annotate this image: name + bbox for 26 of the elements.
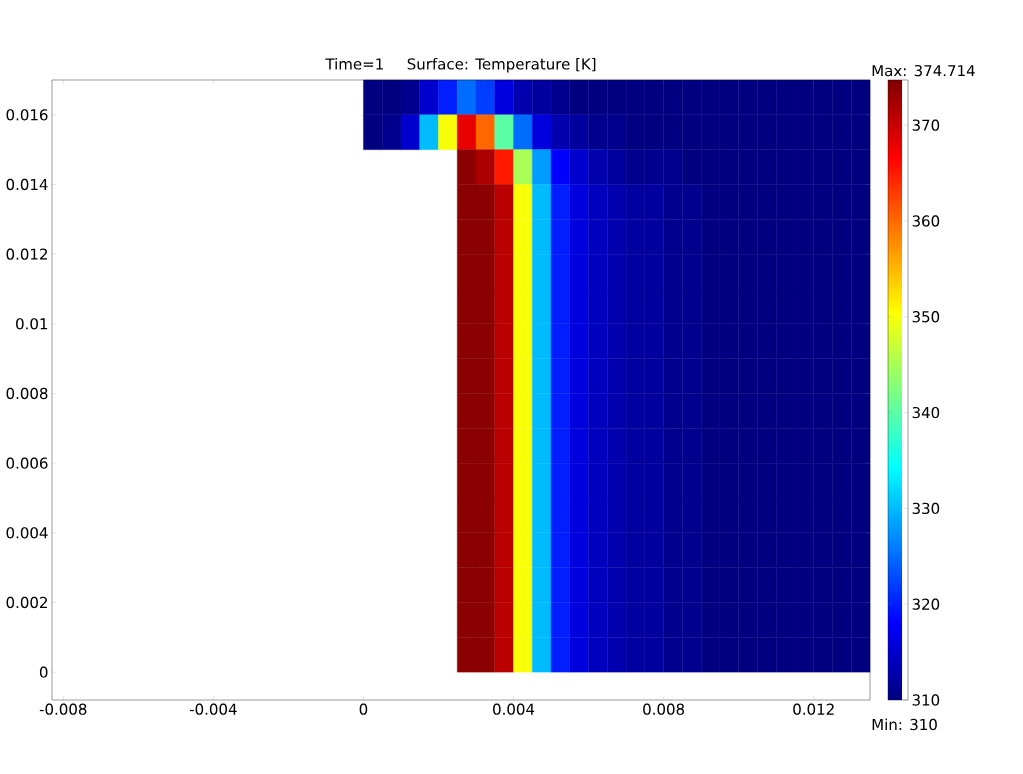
color-bar-label: 320 bbox=[912, 598, 940, 610]
chart-subtitle: Surface: Temperature [K] bbox=[407, 57, 596, 73]
x-tick-label: 0.004 bbox=[493, 703, 535, 715]
color-bar-label: 340 bbox=[912, 406, 940, 419]
y-tick-label: 0.014 bbox=[6, 178, 48, 191]
y-tick-label: 0.006 bbox=[6, 457, 48, 469]
x-tick-label: -0.008 bbox=[39, 703, 87, 715]
y-tick-label: 0.012 bbox=[6, 248, 47, 260]
y-tick-label: 0.004 bbox=[6, 527, 48, 539]
y-tick-label: 0.008 bbox=[6, 387, 48, 400]
text: Min: 310 bbox=[872, 718, 937, 731]
color-bar-label: 360 bbox=[912, 215, 940, 227]
text: Max: 374.714 bbox=[872, 64, 975, 77]
x-tick-label: 0 bbox=[359, 703, 368, 715]
x-tick-label: 0.012 bbox=[793, 703, 834, 715]
x-tick-label: -0.004 bbox=[189, 703, 237, 715]
y-tick-label: 0.01 bbox=[16, 318, 48, 330]
y-tick-label: 0 bbox=[39, 666, 48, 678]
x-tick-label: 0.008 bbox=[643, 703, 685, 715]
color-bar-label: 330 bbox=[912, 502, 940, 515]
color-bar-label: 310 bbox=[912, 694, 940, 706]
chart-title: Time=1 bbox=[325, 57, 383, 70]
y-tick-label: 0.002 bbox=[6, 596, 47, 609]
color-bar-label: 350 bbox=[912, 311, 940, 323]
y-tick-label: 0.016 bbox=[6, 109, 48, 121]
color-bar-label: 370 bbox=[912, 119, 940, 131]
